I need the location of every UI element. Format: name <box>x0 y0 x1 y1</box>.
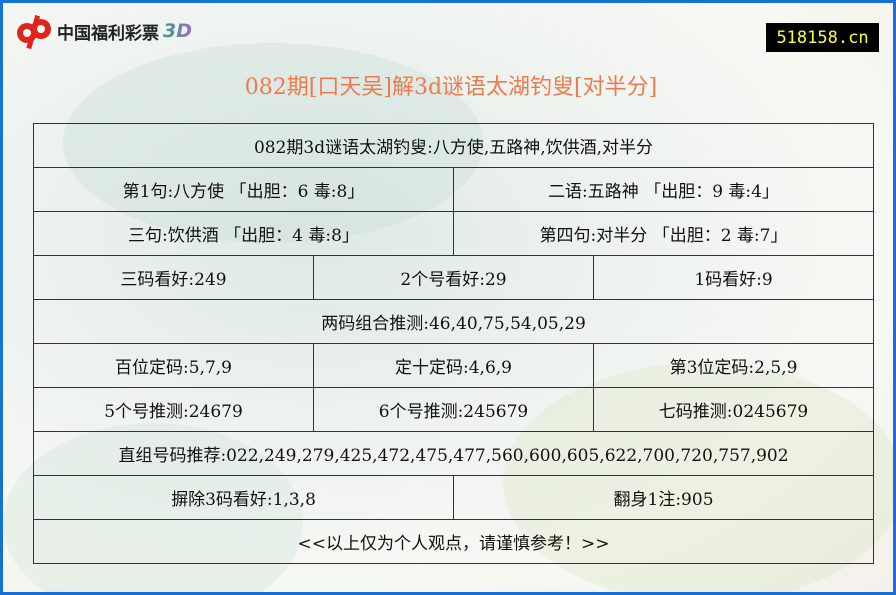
two-code-cell: 2个号看好:29 <box>313 255 594 300</box>
three-code-cell: 三码看好:249 <box>33 255 314 300</box>
welfare-lottery-logo-icon <box>17 15 51 50</box>
table-row: 三句:饮供酒 「出胆：4 毒:8」 第四句:对半分 「出胆：2 毒:7」 <box>33 211 875 256</box>
table-row: 5个号推测:24679 6个号推测:245679 七码推测:0245679 <box>33 387 875 432</box>
hundreds-cell: 百位定码:5,7,9 <box>33 343 314 388</box>
units-cell: 第3位定码:2,5,9 <box>592 343 875 388</box>
disclaimer-cell: <<以上仅为个人观点，请谨慎参考！>> <box>32 519 875 564</box>
clue-4-cell: 第四句:对半分 「出胆：2 毒:7」 <box>452 211 875 256</box>
page-title: 082期[口天吴]解3d谜语太湖钓叟[对半分] <box>244 75 658 100</box>
clue-1-cell: 第1句:八方使 「出胆：6 毒:8」 <box>33 167 454 212</box>
clue-3-cell: 三句:饮供酒 「出胆：4 毒:8」 <box>33 211 454 256</box>
one-code-cell: 1码看好:9 <box>592 255 875 300</box>
table-row: <<以上仅为个人观点，请谨慎参考！>> <box>32 519 875 564</box>
exclude-cell: 摒除3码看好:1,3,8 <box>33 475 454 520</box>
table-row: 百位定码:5,7,9 定十定码:4,6,9 第3位定码:2,5,9 <box>33 343 875 388</box>
tens-cell: 定十定码:4,6,9 <box>313 343 594 388</box>
table-row: 三码看好:249 2个号看好:29 1码看好:9 <box>33 255 875 300</box>
table-row: 摒除3码看好:1,3,8 翻身1注:905 <box>33 475 875 520</box>
single-pick-cell: 翻身1注:905 <box>452 475 875 520</box>
logo-text: 中国福利彩票 <box>57 23 159 44</box>
five-number-cell: 5个号推测:24679 <box>33 387 314 432</box>
table-row: 第1句:八方使 「出胆：6 毒:8」 二语:五路神 「出胆：9 毒:4」 <box>33 167 875 212</box>
prediction-table: 082期3d谜语太湖钓叟:八方使,五路神,饮供酒,对半分 第1句:八方使 「出胆… <box>32 123 875 564</box>
direct-group-cell: 直组号码推荐:022,249,279,425,472,475,477,560,6… <box>32 431 875 476</box>
riddle-cell: 082期3d谜语太湖钓叟:八方使,五路神,饮供酒,对半分 <box>32 123 875 168</box>
six-number-cell: 6个号推测:245679 <box>313 387 594 432</box>
seven-number-cell: 七码推测:0245679 <box>592 387 875 432</box>
table-row: 两码组合推测:46,40,75,54,05,29 <box>32 299 875 344</box>
table-row: 082期3d谜语太湖钓叟:八方使,五路神,饮供酒,对半分 <box>32 123 875 168</box>
two-combo-cell: 两码组合推测:46,40,75,54,05,29 <box>32 299 875 344</box>
logo[interactable]: 中国福利彩票 3D <box>13 11 192 51</box>
table-row: 直组号码推荐:022,249,279,425,472,475,477,560,6… <box>32 431 875 476</box>
site-badge[interactable]: 518158.cn <box>766 23 879 52</box>
clue-2-cell: 二语:五路神 「出胆：9 毒:4」 <box>452 167 875 212</box>
logo-3d: 3D <box>163 20 192 42</box>
